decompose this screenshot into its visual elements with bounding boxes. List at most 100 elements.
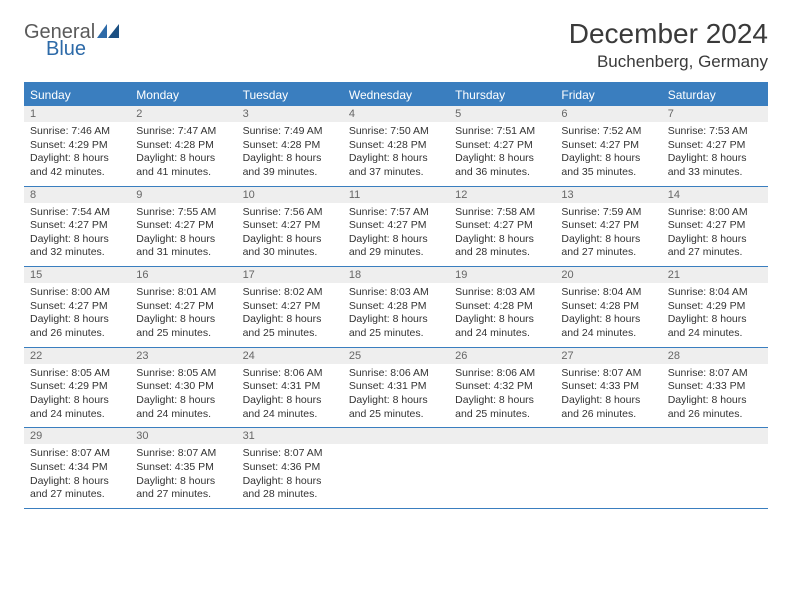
sunrise-line: Sunrise: 7:53 AM — [668, 125, 762, 139]
daylight-line: Daylight: 8 hours and 37 minutes. — [349, 152, 443, 179]
day-number: 24 — [237, 348, 343, 364]
day-number: 28 — [662, 348, 768, 364]
sunrise-line: Sunrise: 7:49 AM — [243, 125, 337, 139]
sunset-line: Sunset: 4:27 PM — [668, 139, 762, 153]
day-cell: Sunrise: 8:07 AMSunset: 4:33 PMDaylight:… — [662, 364, 768, 428]
weekday-wednesday: Wednesday — [343, 84, 449, 106]
day-number: 21 — [662, 267, 768, 283]
sunset-line: Sunset: 4:28 PM — [349, 139, 443, 153]
sunrise-line: Sunrise: 7:58 AM — [455, 206, 549, 220]
header-row: General Blue December 2024 Buchenberg, G… — [24, 18, 768, 72]
day-number: 19 — [449, 267, 555, 283]
week-row: 15161718192021Sunrise: 8:00 AMSunset: 4:… — [24, 267, 768, 348]
day-cell: Sunrise: 7:47 AMSunset: 4:28 PMDaylight:… — [130, 122, 236, 186]
daylight-line: Daylight: 8 hours and 25 minutes. — [349, 394, 443, 421]
day-number: 22 — [24, 348, 130, 364]
calendar: Sunday Monday Tuesday Wednesday Thursday… — [24, 82, 768, 509]
sunset-line: Sunset: 4:27 PM — [561, 219, 655, 233]
sunrise-line: Sunrise: 7:47 AM — [136, 125, 230, 139]
sunrise-line: Sunrise: 8:06 AM — [243, 367, 337, 381]
day-number: 18 — [343, 267, 449, 283]
daylight-line: Daylight: 8 hours and 42 minutes. — [30, 152, 124, 179]
day-number: 25 — [343, 348, 449, 364]
sunrise-line: Sunrise: 7:46 AM — [30, 125, 124, 139]
daylight-line: Daylight: 8 hours and 35 minutes. — [561, 152, 655, 179]
weeks-container: 1234567Sunrise: 7:46 AMSunset: 4:29 PMDa… — [24, 106, 768, 509]
day-cell: Sunrise: 7:55 AMSunset: 4:27 PMDaylight:… — [130, 203, 236, 267]
day-cell: Sunrise: 8:00 AMSunset: 4:27 PMDaylight:… — [24, 283, 130, 347]
day-cell: Sunrise: 7:50 AMSunset: 4:28 PMDaylight:… — [343, 122, 449, 186]
day-cell — [449, 444, 555, 508]
day-number: 10 — [237, 187, 343, 203]
day-cell: Sunrise: 7:49 AMSunset: 4:28 PMDaylight:… — [237, 122, 343, 186]
sunrise-line: Sunrise: 8:06 AM — [349, 367, 443, 381]
sunrise-line: Sunrise: 7:57 AM — [349, 206, 443, 220]
sunrise-line: Sunrise: 7:52 AM — [561, 125, 655, 139]
daylight-line: Daylight: 8 hours and 29 minutes. — [349, 233, 443, 260]
sunset-line: Sunset: 4:28 PM — [243, 139, 337, 153]
sunset-line: Sunset: 4:29 PM — [30, 139, 124, 153]
daylight-line: Daylight: 8 hours and 24 minutes. — [243, 394, 337, 421]
sunset-line: Sunset: 4:30 PM — [136, 380, 230, 394]
day-cell: Sunrise: 8:05 AMSunset: 4:29 PMDaylight:… — [24, 364, 130, 428]
day-number — [449, 428, 555, 444]
day-cell: Sunrise: 8:06 AMSunset: 4:32 PMDaylight:… — [449, 364, 555, 428]
daylight-line: Daylight: 8 hours and 39 minutes. — [243, 152, 337, 179]
daylight-line: Daylight: 8 hours and 26 minutes. — [30, 313, 124, 340]
sunrise-line: Sunrise: 8:06 AM — [455, 367, 549, 381]
week-row: 22232425262728Sunrise: 8:05 AMSunset: 4:… — [24, 348, 768, 429]
title-block: December 2024 Buchenberg, Germany — [569, 18, 768, 72]
day-cell: Sunrise: 7:57 AMSunset: 4:27 PMDaylight:… — [343, 203, 449, 267]
weekday-tuesday: Tuesday — [237, 84, 343, 106]
sunrise-line: Sunrise: 8:07 AM — [243, 447, 337, 461]
day-cell: Sunrise: 8:03 AMSunset: 4:28 PMDaylight:… — [449, 283, 555, 347]
day-number: 3 — [237, 106, 343, 122]
day-number: 13 — [555, 187, 661, 203]
sunset-line: Sunset: 4:27 PM — [243, 219, 337, 233]
day-cell: Sunrise: 8:04 AMSunset: 4:29 PMDaylight:… — [662, 283, 768, 347]
sunrise-line: Sunrise: 7:54 AM — [30, 206, 124, 220]
sunrise-line: Sunrise: 8:07 AM — [136, 447, 230, 461]
sunset-line: Sunset: 4:33 PM — [561, 380, 655, 394]
logo-mark-icon — [97, 24, 119, 43]
day-number: 9 — [130, 187, 236, 203]
day-cell: Sunrise: 8:04 AMSunset: 4:28 PMDaylight:… — [555, 283, 661, 347]
sunset-line: Sunset: 4:31 PM — [349, 380, 443, 394]
day-number: 8 — [24, 187, 130, 203]
weekday-sunday: Sunday — [24, 84, 130, 106]
sunset-line: Sunset: 4:28 PM — [561, 300, 655, 314]
sunset-line: Sunset: 4:27 PM — [455, 219, 549, 233]
day-cell: Sunrise: 8:06 AMSunset: 4:31 PMDaylight:… — [237, 364, 343, 428]
sunset-line: Sunset: 4:27 PM — [30, 219, 124, 233]
day-number: 14 — [662, 187, 768, 203]
weekday-monday: Monday — [130, 84, 236, 106]
day-number: 30 — [130, 428, 236, 444]
sunset-line: Sunset: 4:28 PM — [349, 300, 443, 314]
sunrise-line: Sunrise: 7:59 AM — [561, 206, 655, 220]
day-number: 6 — [555, 106, 661, 122]
day-number: 27 — [555, 348, 661, 364]
day-number — [662, 428, 768, 444]
logo: General Blue — [24, 18, 119, 64]
sunset-line: Sunset: 4:27 PM — [136, 300, 230, 314]
day-cell: Sunrise: 8:07 AMSunset: 4:36 PMDaylight:… — [237, 444, 343, 508]
sunrise-line: Sunrise: 8:00 AM — [668, 206, 762, 220]
daylight-line: Daylight: 8 hours and 24 minutes. — [136, 394, 230, 421]
day-cell: Sunrise: 7:51 AMSunset: 4:27 PMDaylight:… — [449, 122, 555, 186]
day-cell: Sunrise: 7:46 AMSunset: 4:29 PMDaylight:… — [24, 122, 130, 186]
sunrise-line: Sunrise: 8:07 AM — [668, 367, 762, 381]
sunrise-line: Sunrise: 8:03 AM — [349, 286, 443, 300]
daylight-line: Daylight: 8 hours and 27 minutes. — [668, 233, 762, 260]
daylight-line: Daylight: 8 hours and 24 minutes. — [561, 313, 655, 340]
sunrise-line: Sunrise: 8:07 AM — [30, 447, 124, 461]
weekday-header: Sunday Monday Tuesday Wednesday Thursday… — [24, 84, 768, 106]
sunrise-line: Sunrise: 8:03 AM — [455, 286, 549, 300]
daylight-line: Daylight: 8 hours and 25 minutes. — [243, 313, 337, 340]
sunrise-line: Sunrise: 8:01 AM — [136, 286, 230, 300]
daylight-line: Daylight: 8 hours and 25 minutes. — [455, 394, 549, 421]
day-number: 5 — [449, 106, 555, 122]
day-number: 23 — [130, 348, 236, 364]
sunset-line: Sunset: 4:27 PM — [136, 219, 230, 233]
day-cell: Sunrise: 8:07 AMSunset: 4:34 PMDaylight:… — [24, 444, 130, 508]
sunset-line: Sunset: 4:34 PM — [30, 461, 124, 475]
